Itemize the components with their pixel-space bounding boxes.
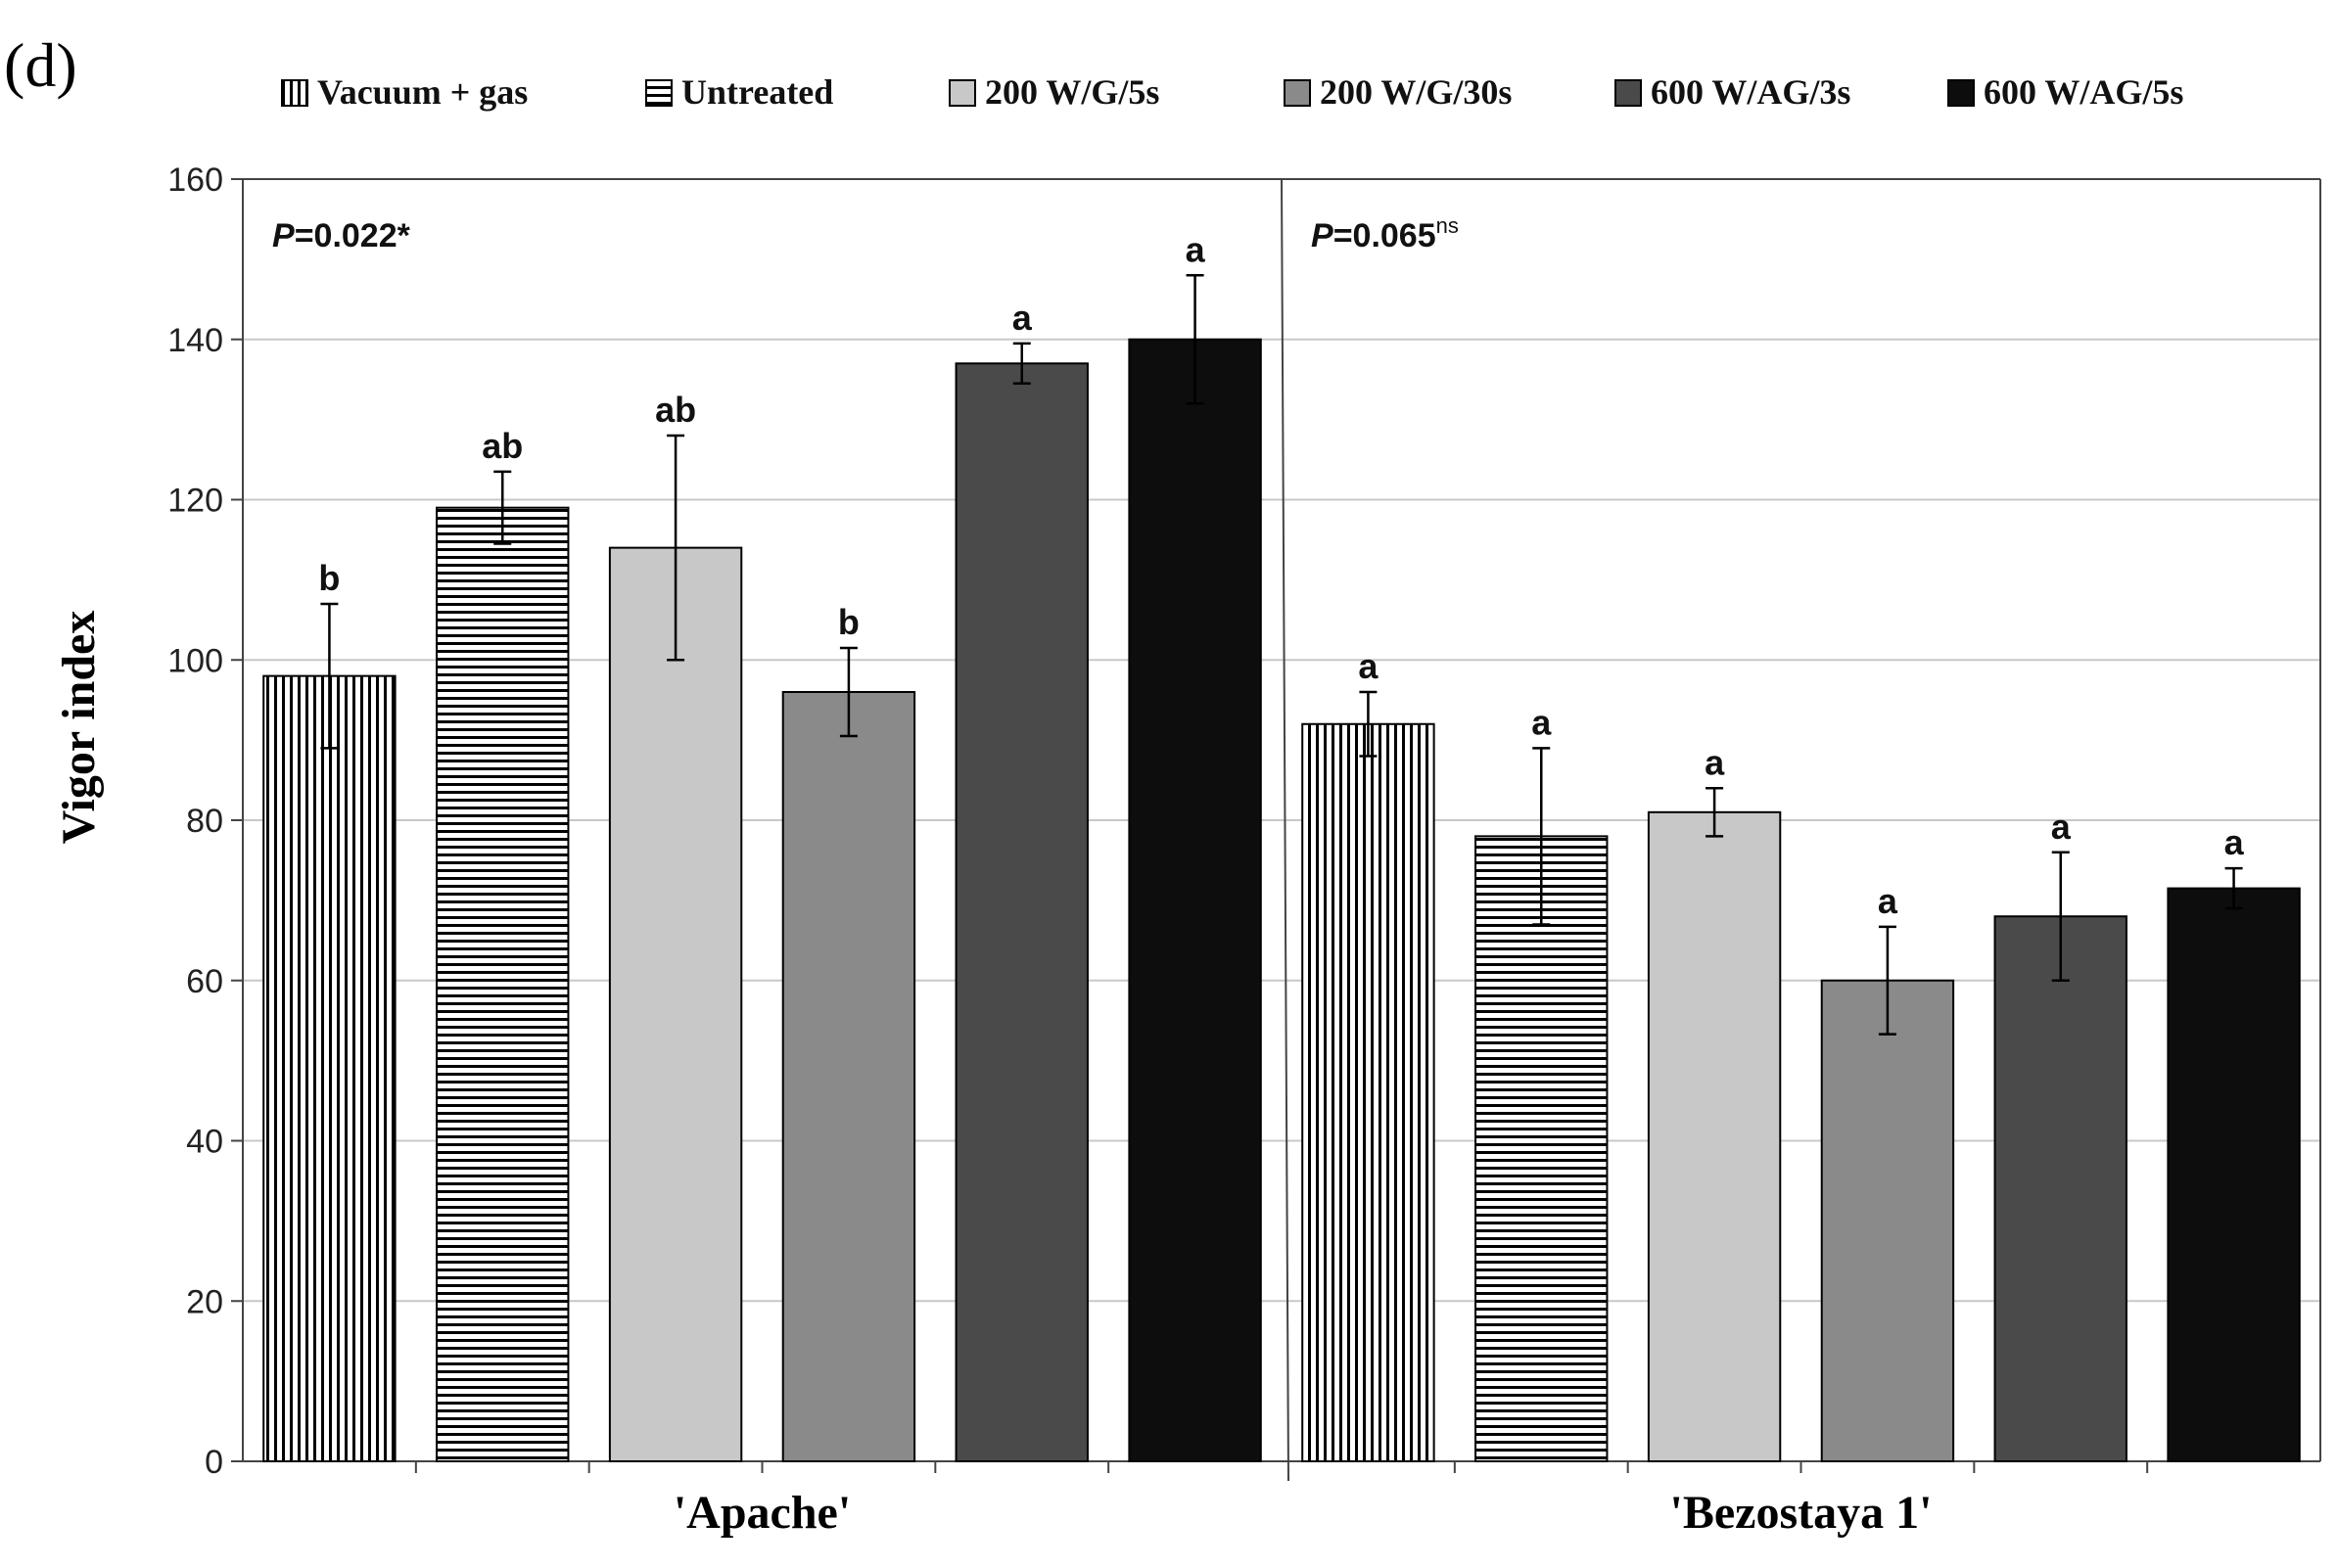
legend-item: 200 W/G/30s — [1284, 72, 1512, 112]
significance-letter: a — [1358, 646, 1379, 686]
significance-letter: a — [1012, 298, 1033, 338]
legend-item: Vacuum + gas — [281, 72, 528, 112]
bar — [436, 506, 570, 1462]
legend: Vacuum + gas Untreated 200 W/G/5s 200 W/G/3… — [281, 72, 2183, 112]
legend-swatch — [645, 79, 673, 107]
legend-swatch — [949, 79, 976, 107]
legend-swatch — [1947, 79, 1975, 107]
legend-swatch — [281, 79, 308, 107]
legend-label: 600 W/AG/5s — [1984, 72, 2183, 112]
legend-label: 600 W/AG/3s — [1651, 72, 1850, 112]
y-tick-label: 60 — [186, 963, 223, 1000]
y-axis-label: Vigor index — [53, 611, 105, 845]
group-divider — [1281, 178, 1289, 1482]
y-tick-label: 160 — [167, 161, 223, 199]
significance-letter: a — [1186, 229, 1206, 269]
significance-letter: b — [318, 558, 340, 598]
bar — [1820, 979, 1955, 1462]
significance-letter: a — [2224, 822, 2245, 862]
significance-letter: ab — [655, 390, 696, 430]
gridlines — [243, 178, 2320, 1303]
y-tick-label: 80 — [186, 803, 223, 840]
y-tick-label: 140 — [167, 322, 223, 359]
bar — [1474, 835, 1609, 1462]
significance-letter: b — [838, 602, 860, 642]
significance-letter: a — [1531, 702, 1552, 742]
x-category-label: 'Apache' — [674, 1487, 851, 1539]
x-category-label: 'Bezostaya 1' — [1670, 1487, 1933, 1539]
y-tick-label: 100 — [167, 642, 223, 679]
y-tick-label: 0 — [205, 1444, 223, 1481]
bar — [1301, 722, 1435, 1462]
legend-item: 600 W/AG/5s — [1947, 72, 2183, 112]
bar — [1993, 915, 2127, 1462]
significance-letter: a — [2051, 807, 2072, 847]
legend-item: 600 W/AG/3s — [1614, 72, 1850, 112]
significance-letter: a — [1705, 742, 1725, 782]
bars — [262, 274, 2301, 1462]
bar — [955, 362, 1089, 1462]
significance-letter: a — [1878, 881, 1898, 921]
significance-letter: ab — [482, 426, 523, 466]
legend-label: 200 W/G/5s — [985, 72, 1159, 112]
bar — [1647, 810, 1782, 1462]
legend-label: 200 W/G/30s — [1320, 72, 1512, 112]
y-tick-label: 120 — [167, 483, 223, 520]
p-value-label: P=0.065ns — [1311, 213, 1459, 254]
legend-label: Vacuum + gas — [317, 72, 528, 112]
legend-label: Untreated — [681, 72, 833, 112]
y-tick-label: 40 — [186, 1124, 223, 1161]
p-value-label: P=0.022* — [272, 217, 411, 254]
legend-swatch — [1614, 79, 1642, 107]
legend-swatch — [1284, 79, 1311, 107]
bar — [781, 691, 916, 1462]
panel-label: (d) — [4, 30, 77, 100]
legend-item: 200 W/G/5s — [949, 72, 1159, 112]
bar — [262, 674, 397, 1462]
x-axis: 'Apache' 'Bezostaya 1' — [243, 178, 2320, 1539]
bar — [1128, 338, 1262, 1462]
bar — [608, 546, 743, 1462]
bar — [2167, 887, 2301, 1462]
legend-item: Untreated — [645, 72, 833, 112]
y-tick-label: 20 — [186, 1283, 223, 1320]
y-axis: 0 20 40 60 80 100 120 140 160 — [167, 161, 2321, 1481]
